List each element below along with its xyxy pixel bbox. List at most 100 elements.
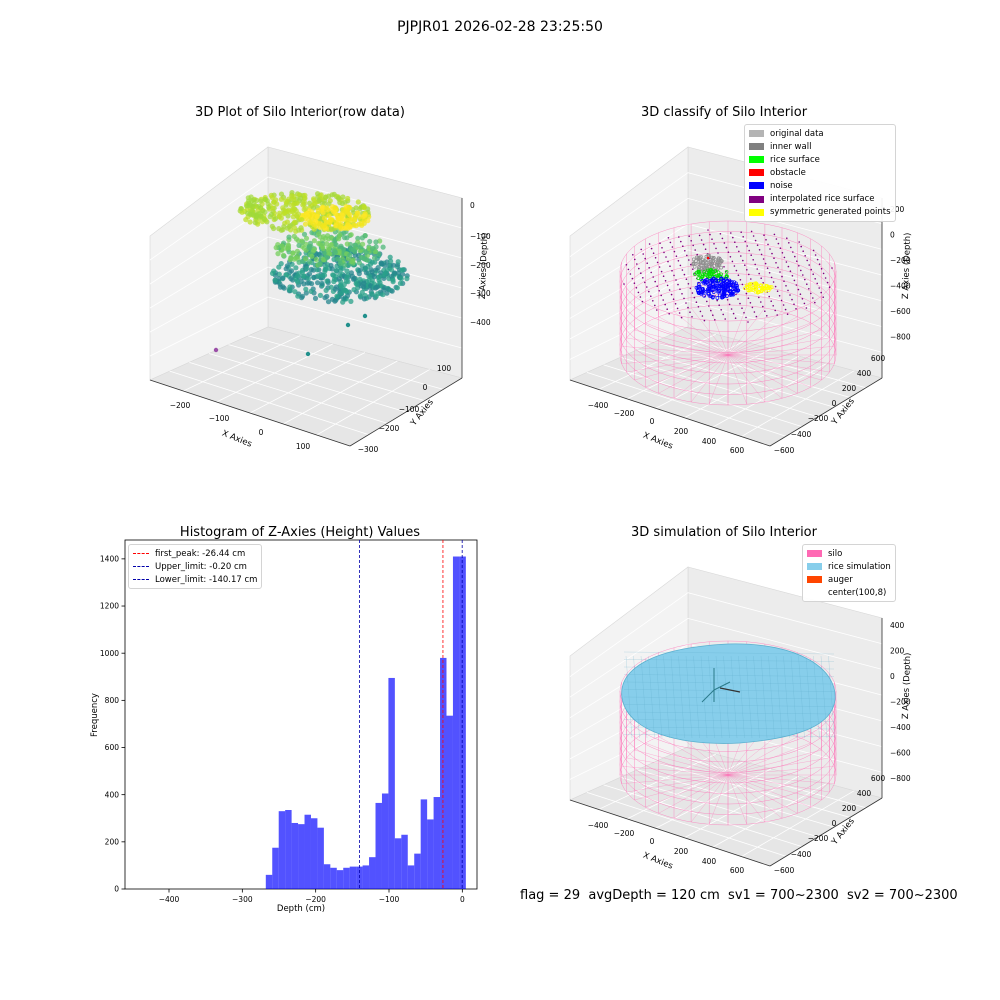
scatter-point <box>324 241 330 247</box>
y-tick-label: 200 <box>842 384 857 393</box>
scatter-point <box>248 212 254 218</box>
histogram-bar <box>369 857 376 889</box>
scatter-point <box>333 211 339 217</box>
x-axis-label: Depth (cm) <box>277 904 325 914</box>
grid-line <box>712 783 827 848</box>
interpolated-point <box>776 290 779 293</box>
scatter-point <box>278 191 285 197</box>
silo-spoke <box>645 322 729 356</box>
noise-point <box>709 287 714 291</box>
interpolated-point <box>725 246 728 249</box>
scatter-point <box>303 235 310 241</box>
legend-entry: rice surface <box>749 153 891 166</box>
histogram-bar <box>285 810 292 889</box>
interpolated-point <box>789 270 792 273</box>
interpolated-point <box>633 282 636 285</box>
silo-spoke <box>709 354 729 405</box>
interpolated-point <box>739 279 742 281</box>
silo-spoke <box>626 774 729 793</box>
scatter-point <box>333 268 339 274</box>
legend-swatch <box>807 550 822 558</box>
rice-mesh-line <box>745 655 753 739</box>
interpolated-point <box>777 266 779 269</box>
interpolated-point <box>810 292 812 295</box>
scatter-point <box>271 268 277 274</box>
interpolated-point <box>767 243 769 246</box>
scatter-point <box>320 273 326 279</box>
histogram-bar <box>330 867 337 889</box>
y-tick-label: 800 <box>105 696 120 705</box>
scatter-point <box>357 267 363 273</box>
interpolated-point <box>695 301 698 304</box>
z-tick-label: −600 <box>890 749 911 758</box>
scatter-point <box>280 252 286 258</box>
legend-label: rice surface <box>770 154 820 165</box>
legend-label: center(100,8) <box>828 587 887 598</box>
inner-wall-point <box>718 257 723 262</box>
noise-point <box>719 276 724 281</box>
interpolated-point <box>752 235 755 237</box>
scatter-point <box>343 288 349 294</box>
scatter-point <box>304 266 310 272</box>
grid-line <box>569 617 883 698</box>
scatter-point <box>308 288 314 294</box>
rice-surface-point <box>700 274 705 279</box>
rice-surface-point <box>700 272 705 277</box>
histogram-bar <box>349 866 357 889</box>
scatter-point <box>277 284 284 290</box>
scatter-point <box>290 250 296 256</box>
interpolated-point <box>762 282 764 284</box>
scatter-point <box>252 220 258 226</box>
interpolated-point <box>736 246 738 248</box>
interpolated-point <box>675 279 677 281</box>
interpolated-point <box>766 315 768 317</box>
interpolated-point <box>786 313 789 316</box>
silo-spoke <box>727 774 811 808</box>
scatter-point <box>322 267 328 273</box>
interpolated-point <box>650 247 653 250</box>
scatter-point <box>317 234 323 240</box>
interpolated-point <box>685 278 688 281</box>
histogram-bar <box>317 827 324 889</box>
scatter-point <box>352 242 358 248</box>
silo-spoke <box>658 774 729 814</box>
scatter-point <box>305 275 312 281</box>
interpolated-point <box>711 238 713 240</box>
rice-mesh-line <box>623 689 835 692</box>
interpolated-point <box>738 250 740 253</box>
interpolated-point <box>723 266 725 268</box>
rice-mesh-line <box>828 655 835 739</box>
interpolated-point <box>680 316 683 319</box>
interpolated-point <box>652 300 654 302</box>
y-tick-label: 600 <box>105 743 120 752</box>
x-axis-line <box>569 379 771 447</box>
scatter-point <box>373 239 379 245</box>
interpolated-point <box>808 264 810 266</box>
rice-mesh-line <box>623 666 835 670</box>
scatter-point <box>339 200 345 207</box>
noise-point <box>725 294 729 298</box>
y-tick-label: 400 <box>857 789 872 798</box>
scatter-point <box>388 258 394 264</box>
interpolated-point <box>663 251 665 254</box>
silo-spoke <box>727 354 766 403</box>
interpolated-point <box>654 280 656 283</box>
y-tick-label: 0 <box>423 383 428 392</box>
scatter-point <box>257 210 263 217</box>
grid-line <box>637 769 835 828</box>
histogram-bar <box>291 822 299 889</box>
histogram-bar <box>272 847 279 889</box>
x-axis-label: X Axies <box>641 431 674 452</box>
scatter-point <box>294 248 300 254</box>
interpolated-point <box>683 297 685 300</box>
symmetric-point <box>763 286 767 291</box>
interpolated-point <box>640 248 642 251</box>
interpolated-point <box>729 255 732 258</box>
legend-swatch <box>749 182 764 190</box>
scatter-point <box>315 191 321 197</box>
scatter-point <box>264 198 270 204</box>
interpolated-point <box>674 303 677 305</box>
interpolated-point <box>820 268 823 270</box>
scatter-point <box>296 259 302 265</box>
